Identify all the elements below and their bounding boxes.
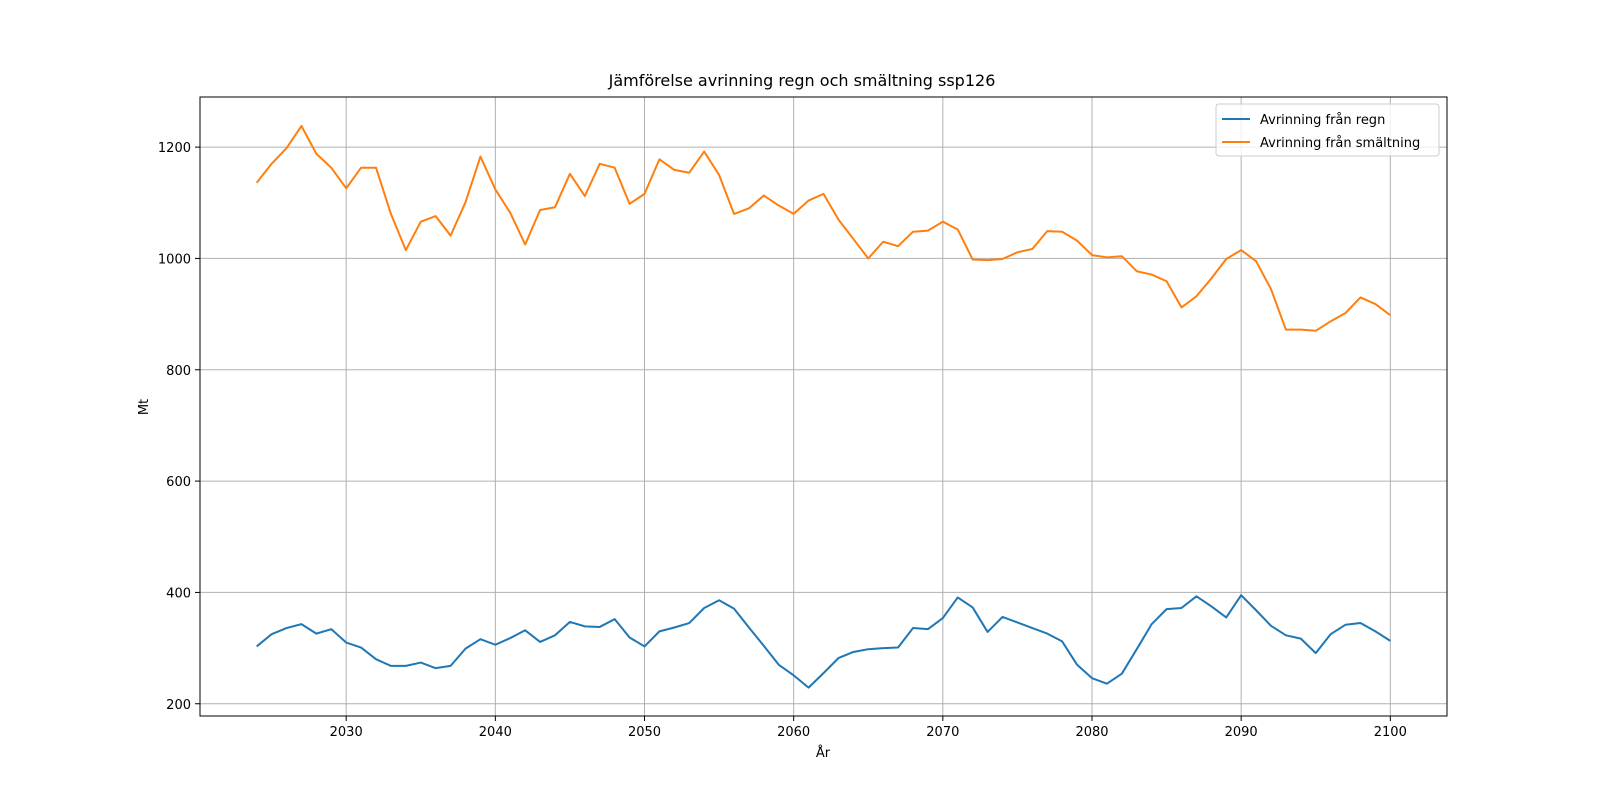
- y-tick-label: 1000: [158, 252, 191, 267]
- y-tick-label: 800: [166, 364, 191, 379]
- legend-box: [1215, 103, 1440, 157]
- x-tick-label: 2060: [777, 725, 810, 740]
- x-tick-label: 2080: [1075, 725, 1108, 740]
- y-tick-label: 400: [166, 586, 191, 601]
- legend: Avrinning från regn Avrinning från smältn…: [1215, 103, 1440, 157]
- x-tick-label: 2100: [1374, 725, 1407, 740]
- y-axis-label: Mt: [137, 399, 152, 415]
- x-tick-label: 2040: [479, 725, 512, 740]
- legend-label-1: Avrinning från regn: [1260, 113, 1385, 128]
- series-line-2: [255, 124, 1391, 332]
- y-axis-ticks: 200 400 600 800 1000 1200: [158, 141, 200, 713]
- y-tick-label: 200: [166, 698, 191, 713]
- y-tick-label: 600: [166, 475, 191, 490]
- series-layer: [255, 124, 1391, 689]
- x-tick-label: 2030: [330, 725, 363, 740]
- x-axis-ticks: 2030 2040 2050 2060 2070 2080 2090 2100: [330, 716, 1407, 740]
- chart-title: Jämförelse avrinning regn och smältning …: [608, 71, 996, 90]
- y-tick-label: 1200: [158, 141, 191, 156]
- series-line-1: [256, 594, 1391, 689]
- x-tick-label: 2050: [628, 725, 661, 740]
- grid-lines: [200, 97, 1447, 716]
- legend-label-2: Avrinning från smältning: [1260, 136, 1420, 151]
- x-tick-label: 2090: [1225, 725, 1258, 740]
- plot-frame: [199, 96, 1448, 717]
- x-axis-label: År: [816, 745, 831, 761]
- x-tick-label: 2070: [926, 725, 959, 740]
